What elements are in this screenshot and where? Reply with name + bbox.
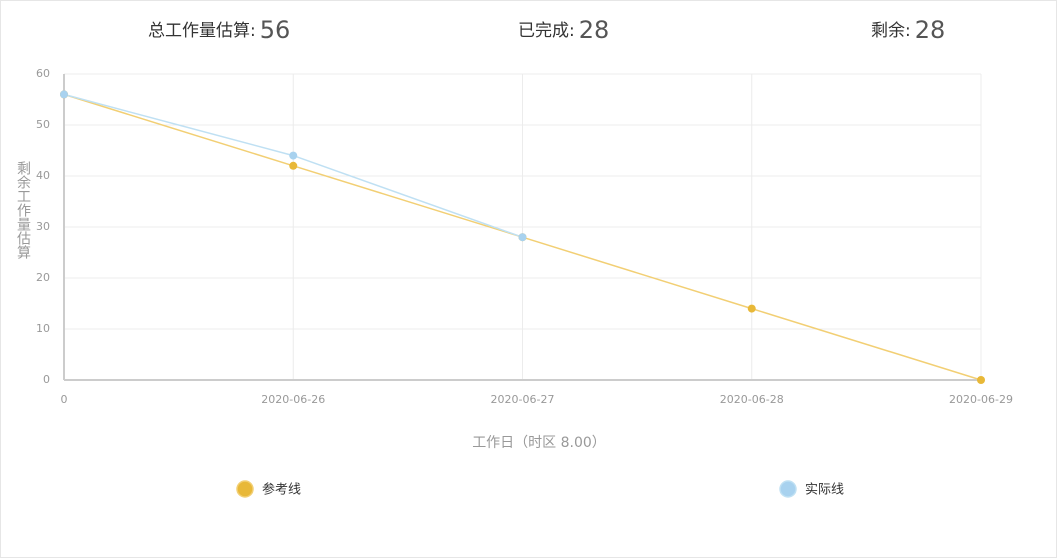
y-tick-label: 60 xyxy=(36,67,50,80)
legend-swatch xyxy=(236,480,254,498)
series-point xyxy=(518,233,527,242)
summary-value: 28 xyxy=(579,16,610,44)
y-tick-label: 0 xyxy=(43,373,50,386)
x-tick-label: 2020-06-29 xyxy=(949,393,1013,406)
summary-label: 已完成: xyxy=(518,21,575,41)
series-point xyxy=(60,90,68,99)
x-tick-label: 0 xyxy=(61,393,68,406)
x-tick-label: 2020-06-27 xyxy=(491,393,555,406)
series-point xyxy=(289,161,298,170)
y-tick-label: 50 xyxy=(36,118,50,131)
summary-label: 剩余: xyxy=(871,21,911,41)
y-tick-label: 40 xyxy=(36,169,50,182)
y-tick-label: 10 xyxy=(36,322,50,335)
y-tick-label: 20 xyxy=(36,271,50,284)
x-tick-label: 2020-06-26 xyxy=(261,393,325,406)
series-point xyxy=(289,151,298,160)
summary-item: 总工作量估算: 56 xyxy=(148,16,290,44)
legend-label: 参考线 xyxy=(262,482,301,498)
y-axis-label: 剩余工作量估算 xyxy=(15,161,31,259)
summary-item: 剩余: 28 xyxy=(871,16,945,44)
summary-value: 28 xyxy=(915,16,946,44)
y-tick-label: 30 xyxy=(36,220,50,233)
series-point xyxy=(977,376,985,384)
legend-swatch xyxy=(779,480,797,498)
x-tick-label: 2020-06-28 xyxy=(720,393,784,406)
summary-item: 已完成: 28 xyxy=(518,16,609,44)
summary-value: 56 xyxy=(260,16,291,44)
series-point xyxy=(747,304,756,313)
summary-label: 总工作量估算: xyxy=(148,21,256,41)
legend-label: 实际线 xyxy=(805,483,844,498)
x-axis-label: 工作日（时区 8.00） xyxy=(472,435,606,451)
